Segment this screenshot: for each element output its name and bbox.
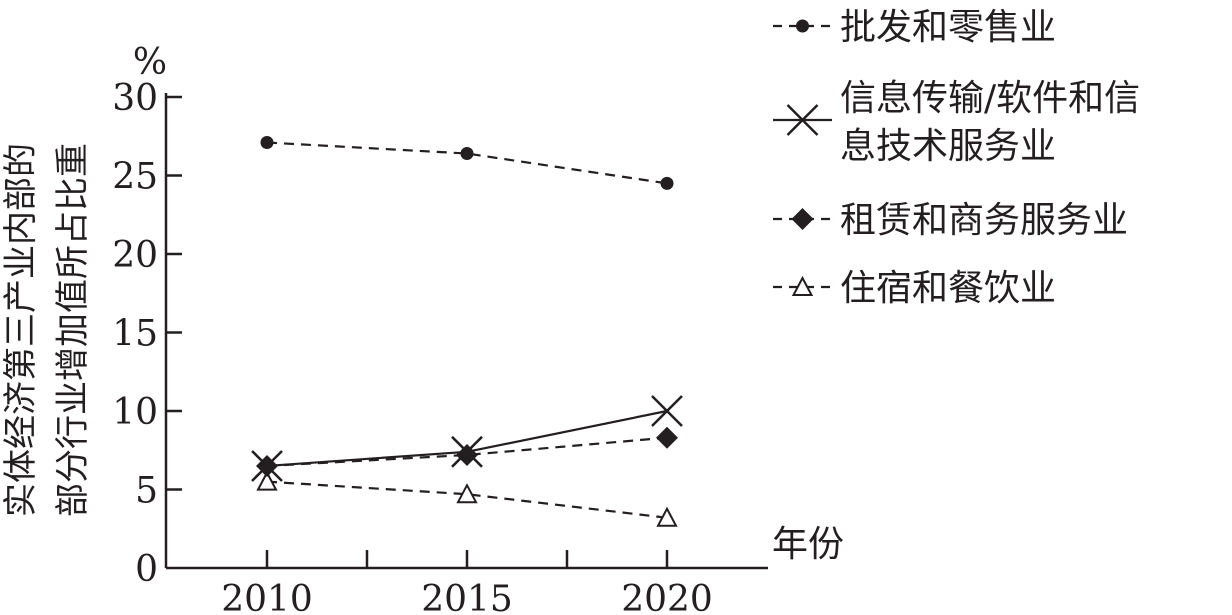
legend-marker-4: [791, 275, 814, 296]
y-tick-label-5: 5: [135, 471, 158, 512]
series-4-point-2010: [256, 470, 278, 491]
series-2: [251, 395, 683, 482]
y-axis-label-line-1: 实体经济第三产业内部的: [1, 143, 41, 517]
series-3-point-2020: [656, 426, 678, 449]
legend-item-4: 住宿和餐饮业: [773, 268, 1056, 309]
series-4-point-2020: [656, 506, 678, 527]
y-axis-label-line-2: 部分行业增加值所占比重: [53, 143, 93, 517]
y-tick-label-10: 10: [112, 392, 158, 433]
y-tick-label-20: 20: [112, 235, 158, 276]
series-1-point-2015: [460, 147, 474, 161]
x-tick-label-2020: 2020: [621, 579, 713, 615]
legend-item-3: 租赁和商务服务业: [773, 200, 1128, 241]
series-2-point-2020: [651, 395, 683, 427]
legend-label-4: 住宿和餐饮业: [840, 268, 1056, 309]
series-1-point-2010: [260, 136, 274, 150]
series-2-point-2015: [451, 435, 483, 468]
plot-area: [251, 136, 683, 527]
legend-label-2-line-2: 息技术服务业: [840, 126, 1056, 167]
series-4: [256, 470, 678, 527]
series-1-point-2020: [660, 176, 674, 190]
legend-label-2-line-1: 信息传输/软件和信: [840, 78, 1140, 119]
x-axis-label: 年份: [772, 524, 844, 565]
legend-marker-2: [786, 104, 819, 136]
series-2-point-2010: [251, 450, 283, 482]
series-3-point-2015: [456, 443, 478, 466]
y-tick-label-0: 0: [135, 549, 158, 590]
x-tick-label-2010: 2010: [221, 579, 313, 615]
y-tick-label-15: 15: [112, 314, 158, 355]
legend-item-1: 批发和零售业: [773, 7, 1056, 48]
x-tick-label-2015: 2015: [421, 579, 513, 615]
y-axis-unit: %: [133, 42, 167, 83]
y-tick-label-30: 30: [112, 78, 158, 119]
legend-marker-1: [796, 19, 809, 33]
series-1: [260, 136, 674, 190]
series-4-point-2015: [456, 483, 478, 504]
legend-label-3: 租赁和商务服务业: [840, 200, 1128, 241]
legend-label-1: 批发和零售业: [840, 7, 1056, 48]
axes: 0 5 10 15 20 25 30 2010 2015 2020: [112, 78, 768, 615]
y-tick-label-25: 25: [112, 157, 158, 198]
legend-marker-3: [791, 208, 814, 230]
